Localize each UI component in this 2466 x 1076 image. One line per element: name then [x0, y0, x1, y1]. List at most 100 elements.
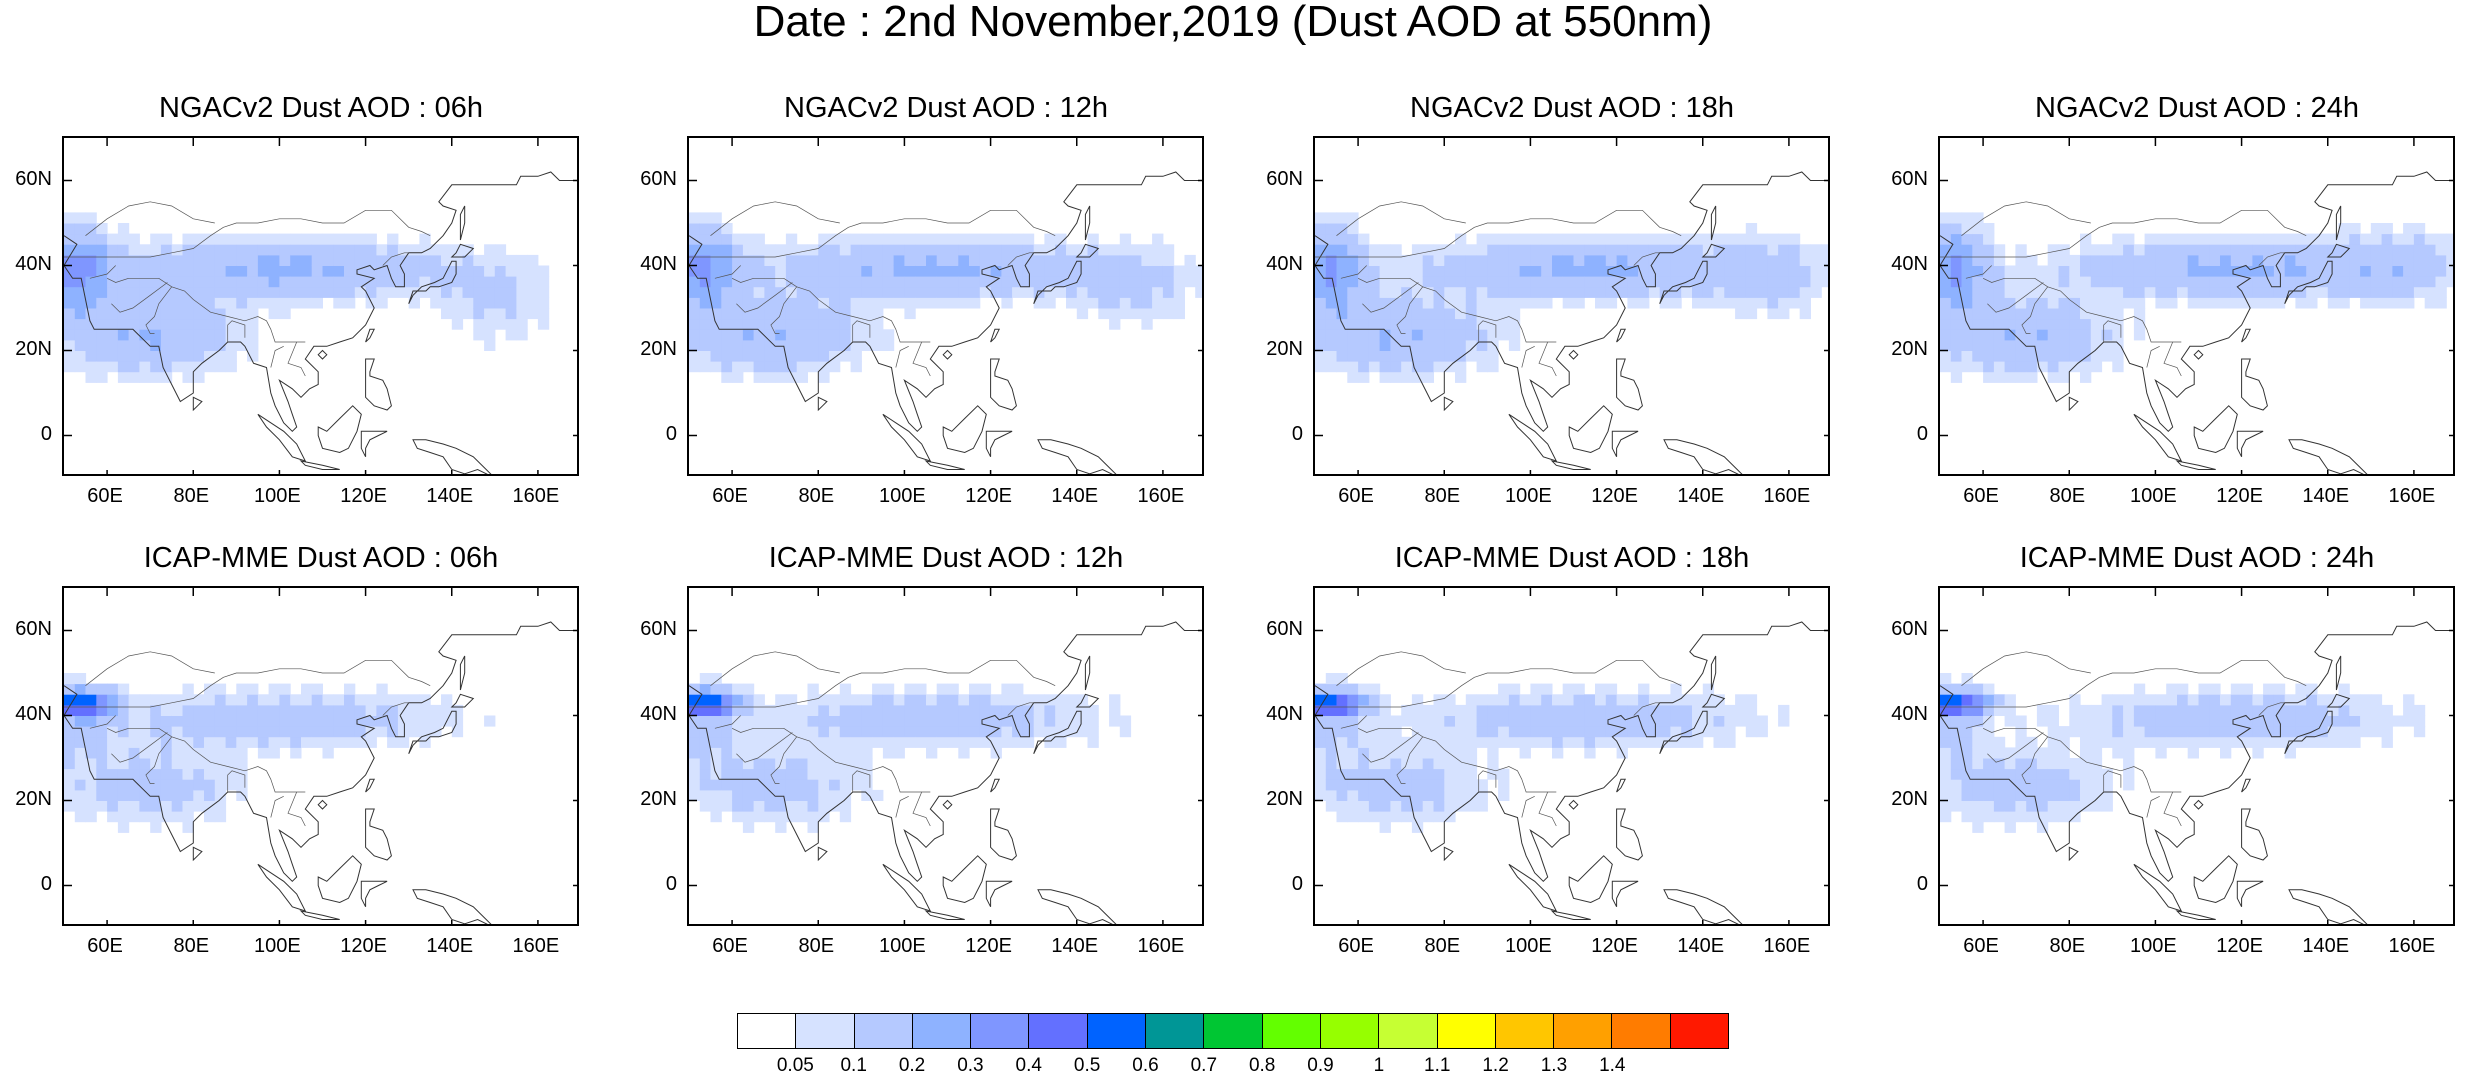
aod-cell: [1940, 747, 1952, 759]
aod-cell: [710, 286, 722, 298]
aod-cell: [301, 244, 313, 256]
aod-cell: [1173, 308, 1185, 320]
aod-cell: [74, 779, 87, 791]
aod-cell: [365, 736, 377, 748]
aod-cell: [311, 694, 323, 706]
aod-cell: [74, 736, 87, 748]
aod-cell: [2413, 254, 2426, 266]
aod-cell: [2058, 800, 2070, 812]
aod-cell: [732, 233, 744, 245]
aod-cell: [322, 276, 334, 288]
aod-cell: [2069, 276, 2081, 288]
aod-cell: [742, 800, 755, 812]
aod-cell: [344, 694, 356, 706]
aod-cell: [689, 297, 701, 309]
aod-cell: [1315, 736, 1327, 748]
aod-cell: [990, 715, 1002, 727]
aod-cell: [1119, 715, 1132, 727]
aod-cell: [2381, 715, 2393, 727]
aod-cell: [1444, 329, 1456, 341]
aod-cell: [236, 726, 248, 738]
aod-cell: [1347, 694, 1359, 706]
aod-cell: [2360, 715, 2372, 727]
aod-cell: [1541, 736, 1553, 748]
aod-cell: [247, 276, 259, 288]
aod-cell: [2047, 704, 2059, 716]
aod-cell: [1616, 694, 1628, 706]
aod-cell: [1379, 736, 1391, 748]
colorbar-swatch: [1204, 1014, 1263, 1048]
aod-cell: [1724, 254, 1736, 266]
aod-cell: [2047, 736, 2059, 748]
aod-cell: [1498, 254, 1510, 266]
aod-cell: [1940, 726, 1952, 738]
aod-cell: [182, 276, 194, 288]
aod-cell: [1584, 254, 1596, 266]
aod-cell: [139, 779, 151, 791]
aod-cell: [64, 726, 76, 738]
aod-cell: [160, 715, 173, 727]
aod-cell: [775, 244, 787, 256]
aod-cell: [1702, 715, 1715, 727]
aod-cell: [2144, 736, 2156, 748]
aod-cell: [2036, 811, 2049, 823]
aod-cell: [1659, 244, 1671, 256]
aod-cell: [225, 254, 237, 266]
aod-cell: [872, 694, 884, 706]
aod-cell: [171, 747, 183, 759]
aod-cell: [247, 704, 259, 716]
aod-cell: [1325, 747, 1338, 759]
aod-cell: [2306, 715, 2318, 727]
aod-cell: [807, 265, 819, 277]
aod-cell: [1315, 361, 1327, 373]
aod-cell: [96, 747, 108, 759]
aod-cell: [1498, 297, 1510, 309]
aod-cell: [1422, 800, 1434, 812]
aod-cell: [117, 747, 130, 759]
aod-cell: [193, 779, 205, 791]
aod-cell: [2381, 736, 2393, 748]
aod-cell: [236, 704, 248, 716]
aod-cell: [926, 726, 938, 738]
aod-cell: [2284, 286, 2296, 298]
aod-cell: [2004, 779, 2016, 791]
aod-cell: [1993, 286, 2006, 298]
aod-cell: [2241, 715, 2253, 727]
aod-cell: [225, 758, 237, 770]
aod-cell: [1433, 265, 1445, 277]
island-outline: [2241, 808, 2268, 861]
aod-cell: [462, 297, 474, 309]
aod-cell: [699, 704, 712, 716]
aod-cell: [2295, 286, 2307, 298]
aod-cell: [2069, 339, 2081, 351]
lon-tick-label: 120E: [2216, 935, 2263, 957]
aod-cell: [861, 736, 873, 748]
aod-cell: [1433, 350, 1445, 362]
aod-cell: [1368, 683, 1381, 695]
aod-cell: [1972, 286, 1984, 298]
aod-cell: [1692, 704, 1704, 716]
aod-cell: [1455, 308, 1467, 320]
aod-cell: [1519, 244, 1531, 256]
aod-cell: [74, 704, 87, 716]
lon-tick-label: 80E: [798, 935, 835, 957]
aod-cell: [376, 683, 388, 695]
island-outline: [2236, 880, 2264, 908]
aod-cell: [764, 244, 776, 256]
aod-cell: [74, 244, 87, 256]
aod-cell: [2036, 821, 2049, 833]
aod-cell: [1325, 779, 1338, 791]
aod-cell: [107, 286, 119, 298]
aod-cell: [732, 704, 744, 716]
aod-cell: [1627, 265, 1639, 277]
aod-cell: [193, 371, 205, 383]
aod-cell: [193, 244, 205, 256]
aod-cell: [2349, 694, 2361, 706]
aod-cell: [742, 811, 755, 823]
aod-cell: [2252, 244, 2264, 256]
aod-cell: [829, 254, 841, 266]
aod-cell: [2424, 265, 2436, 277]
aod-cell: [753, 811, 765, 823]
aod-cell: [2112, 276, 2124, 288]
aod-cell: [785, 811, 798, 823]
